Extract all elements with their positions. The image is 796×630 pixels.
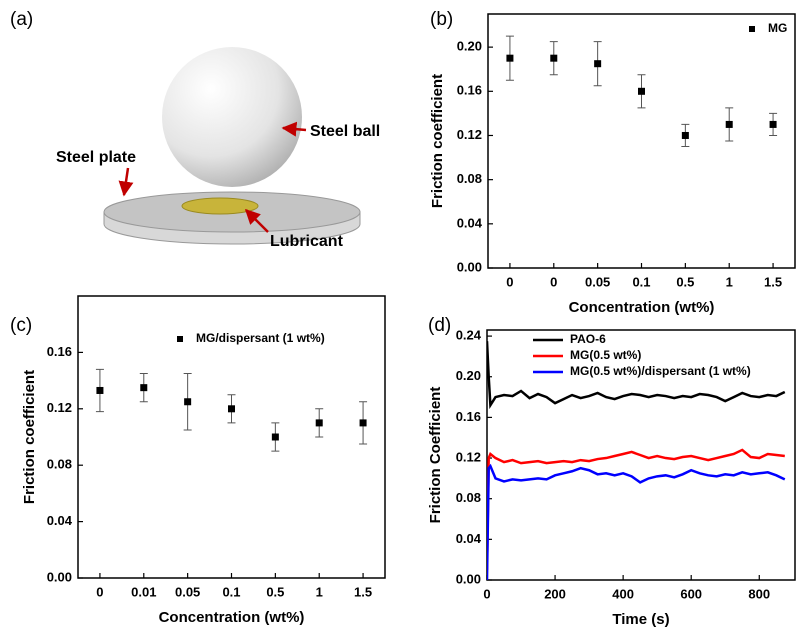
legend-label: PAO-6 — [570, 332, 606, 346]
y-tick-label: 0.20 — [457, 39, 482, 54]
x-axis-label: Time (s) — [612, 611, 669, 628]
x-tick-label: 400 — [612, 586, 634, 601]
line — [487, 450, 785, 570]
chart: (d) 0.00 0.04 0.08 0.12 0.16 0.20 0.24 Time (s) F… — [427, 315, 795, 628]
point — [638, 88, 645, 95]
point — [506, 55, 513, 62]
point — [594, 60, 601, 67]
x-tick-label: 1 — [316, 584, 323, 599]
label: Lubricant — [270, 233, 344, 250]
x-tick-label: 600 — [680, 586, 702, 601]
label: Steel plate — [56, 149, 136, 166]
x-tick-label: 0.1 — [632, 274, 650, 289]
x-tick-label: 0.01 — [131, 584, 156, 599]
y-tick-label: 0.16 — [457, 83, 482, 98]
label: Steel ball — [310, 123, 380, 140]
line — [487, 466, 785, 580]
x-tick-label: 1 — [726, 274, 733, 289]
point — [272, 434, 279, 441]
x-tick-label: 0.5 — [676, 274, 694, 289]
y-tick-label: 0.00 — [457, 259, 482, 274]
figure: (a) Steel ball Steel plate Lubricant (b)… — [0, 0, 796, 630]
y-tick-label: 0.00 — [456, 571, 481, 586]
x-tick-label: 0 — [483, 586, 490, 601]
panel-label: (a) — [10, 9, 33, 30]
x-tick-label: 0 — [550, 274, 557, 289]
x-tick-label: 0 — [96, 584, 103, 599]
legend-marker — [749, 26, 755, 32]
y-tick-label: 0.24 — [456, 328, 482, 343]
y-tick-label: 0.20 — [456, 368, 481, 383]
arrow — [124, 168, 128, 195]
point — [360, 419, 367, 426]
y-tick-label: 0.00 — [47, 569, 72, 584]
y-tick-label: 0.08 — [457, 171, 482, 186]
legend-label: MG(0.5 wt%)/dispersant (1 wt%) — [570, 364, 751, 378]
panel-label: (c) — [10, 315, 32, 336]
y-axis-label: Friction coefficient — [429, 74, 446, 208]
y-tick-label: 0.16 — [47, 344, 72, 359]
diagram: (a) Steel ball Steel plate Lubricant — [10, 9, 380, 250]
x-tick-label: 1.5 — [764, 274, 782, 289]
point — [184, 398, 191, 405]
x-tick-label: 800 — [748, 586, 770, 601]
point — [316, 419, 323, 426]
y-axis-label: Friction Coefficient — [427, 387, 444, 524]
x-tick-label: 0.1 — [222, 584, 240, 599]
legend-label: MG(0.5 wt%) — [570, 348, 641, 362]
x-tick-label: 0.5 — [266, 584, 284, 599]
plot-frame — [488, 14, 795, 268]
point — [682, 132, 689, 139]
point — [770, 121, 777, 128]
chart: (c) 0.00 0.04 0.08 0.12 0.16 Concentration (wt… — [10, 296, 385, 626]
x-tick-label: 0.05 — [585, 274, 610, 289]
y-tick-label: 0.04 — [456, 531, 482, 546]
legend-label: MG/dispersant (1 wt%) — [196, 331, 325, 345]
x-tick-label: 0 — [506, 274, 513, 289]
point — [550, 55, 557, 62]
x-axis-label: Concentration (wt%) — [159, 609, 305, 626]
point — [140, 384, 147, 391]
panel-label: (b) — [430, 9, 453, 30]
steel-ball — [162, 47, 302, 187]
y-tick-label: 0.04 — [457, 215, 483, 230]
y-tick-label: 0.04 — [47, 513, 73, 528]
legend-marker — [177, 336, 183, 342]
y-tick-label: 0.08 — [456, 490, 481, 505]
point — [228, 405, 235, 412]
x-tick-label: 200 — [544, 586, 566, 601]
y-tick-label: 0.12 — [457, 127, 482, 142]
x-tick-label: 0.05 — [175, 584, 200, 599]
y-tick-label: 0.12 — [47, 400, 72, 415]
y-tick-label: 0.08 — [47, 457, 72, 472]
legend-label: MG — [768, 21, 787, 35]
point — [96, 387, 103, 394]
y-axis-label: Friction coefficient — [21, 370, 38, 504]
y-tick-label: 0.12 — [456, 449, 481, 464]
x-axis-label: Concentration (wt%) — [569, 299, 715, 316]
y-tick-label: 0.16 — [456, 409, 481, 424]
chart: (b) 0.00 0.04 0.08 0.12 0.16 0.20 Concentration… — [429, 9, 795, 316]
x-tick-label: 1.5 — [354, 584, 372, 599]
panel-label: (d) — [428, 315, 451, 336]
point — [726, 121, 733, 128]
